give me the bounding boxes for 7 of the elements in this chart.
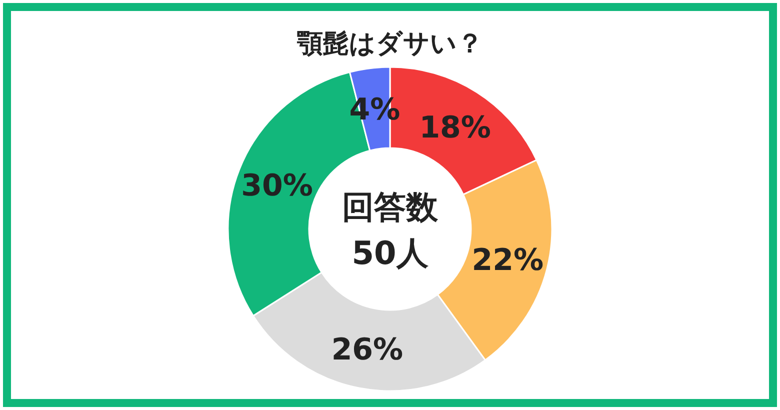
- chart-title: 顎髭はダサい？: [296, 29, 483, 59]
- data-label: 30%: [241, 168, 313, 204]
- data-label: 26%: [331, 332, 404, 368]
- text: 回答数: [342, 188, 439, 226]
- text: 50人: [352, 234, 430, 272]
- data-label: 18%: [419, 110, 492, 146]
- data-label: 22%: [472, 243, 544, 278]
